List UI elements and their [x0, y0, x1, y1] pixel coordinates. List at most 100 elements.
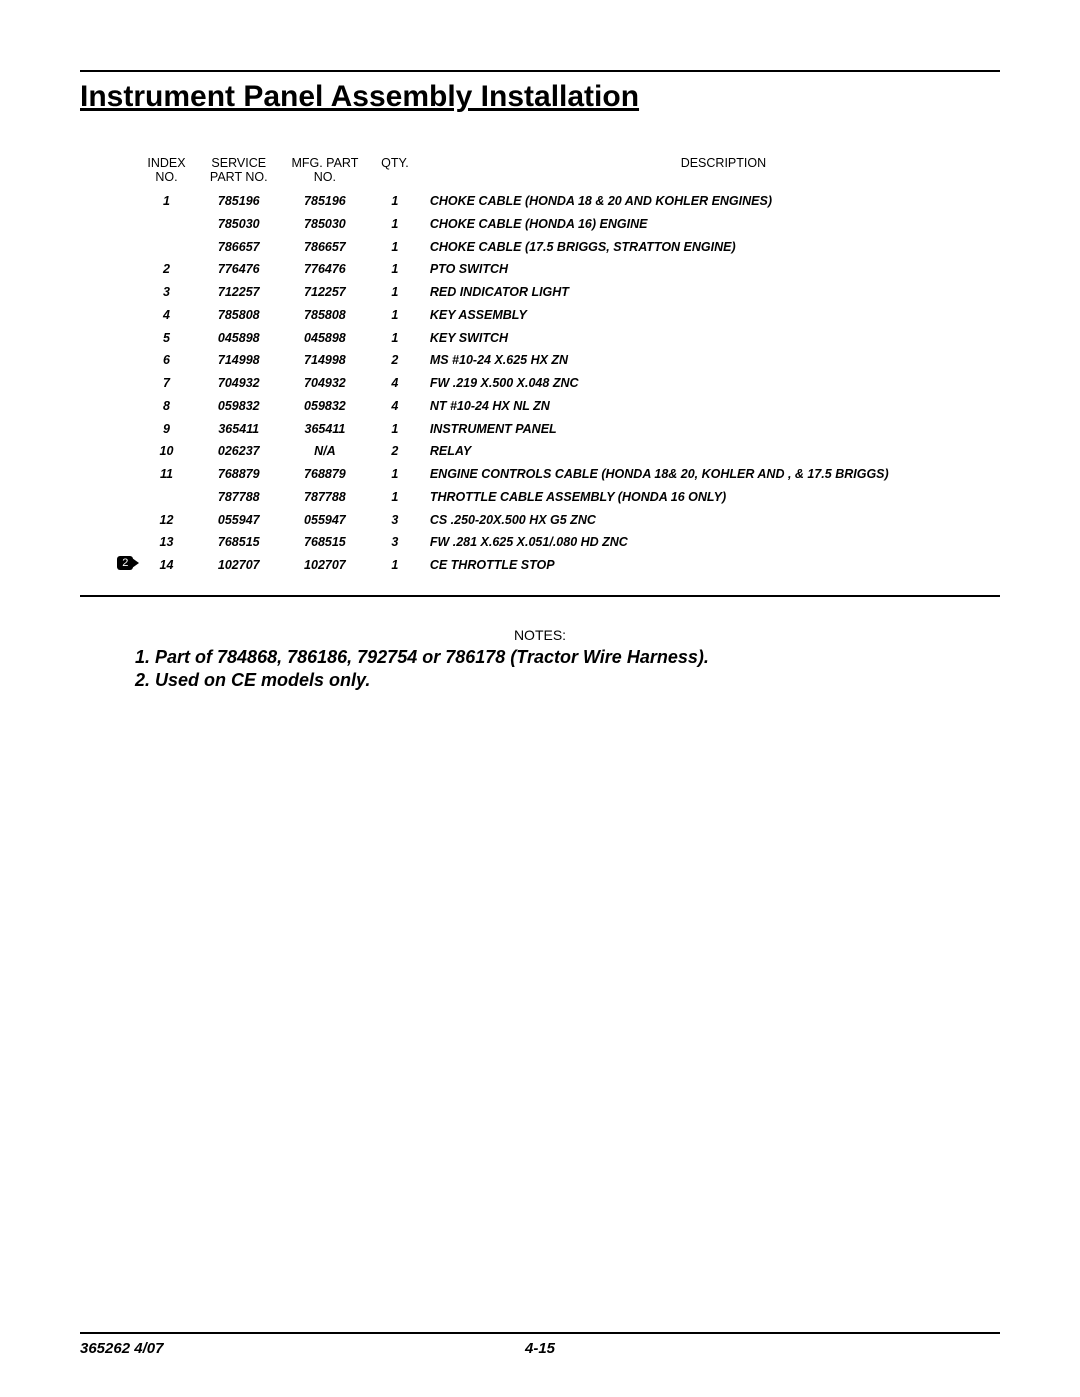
- header-index-line1: INDEX: [147, 156, 185, 170]
- cell-service: 704932: [196, 372, 282, 395]
- noteref-cell: [105, 372, 137, 395]
- cell-mfg: 059832: [282, 395, 368, 418]
- cell-desc: INSTRUMENT PANEL: [422, 418, 1025, 441]
- cell-qty: 2: [368, 440, 422, 463]
- note-ref-number: 2: [117, 556, 133, 570]
- cell-desc: MS #10-24 X.625 HX ZN: [422, 349, 1025, 372]
- cell-desc: RELAY: [422, 440, 1025, 463]
- cell-qty: 1: [368, 327, 422, 350]
- cell-mfg: 786657: [282, 236, 368, 259]
- cell-desc: KEY SWITCH: [422, 327, 1025, 350]
- cell-qty: 4: [368, 372, 422, 395]
- noteref-cell: [105, 190, 137, 213]
- cell-desc: RED INDICATOR LIGHT: [422, 281, 1025, 304]
- table-row: 137685157685153FW .281 X.625 X.051/.080 …: [105, 531, 1025, 554]
- noteref-cell: [105, 486, 137, 509]
- cell-service: 768515: [196, 531, 282, 554]
- table-row: 7877887877881THROTTLE CABLE ASSEMBLY (HO…: [105, 486, 1025, 509]
- noteref-cell: [105, 463, 137, 486]
- cell-index: [137, 213, 195, 236]
- cell-qty: 1: [368, 554, 422, 577]
- cell-index: 8: [137, 395, 195, 418]
- cell-index: 1: [137, 190, 195, 213]
- cell-desc: FW .281 X.625 X.051/.080 HD ZNC: [422, 531, 1025, 554]
- noteref-cell: [105, 440, 137, 463]
- noteref-cell: [105, 213, 137, 236]
- cell-index: [137, 236, 195, 259]
- cell-qty: 1: [368, 213, 422, 236]
- noteref-cell: [105, 395, 137, 418]
- header-service-line2: PART NO.: [210, 170, 268, 184]
- noteref-cell: [105, 349, 137, 372]
- note-ref-badge: 2: [117, 556, 139, 570]
- cell-qty: 1: [368, 486, 422, 509]
- cell-mfg: 785808: [282, 304, 368, 327]
- col-index-header: INDEX NO.: [137, 154, 195, 190]
- cell-qty: 4: [368, 395, 422, 418]
- table-row: 37122577122571RED INDICATOR LIGHT: [105, 281, 1025, 304]
- cell-service: 712257: [196, 281, 282, 304]
- cell-index: 9: [137, 418, 195, 441]
- cell-service: 714998: [196, 349, 282, 372]
- col-qty-header: QTY.: [368, 154, 422, 190]
- cell-desc: KEY ASSEMBLY: [422, 304, 1025, 327]
- table-row: 67149987149982MS #10-24 X.625 HX ZN: [105, 349, 1025, 372]
- table-row: 80598320598324NT #10-24 HX NL ZN: [105, 395, 1025, 418]
- header-index-line2: NO.: [155, 170, 177, 184]
- table-row: 47858087858081KEY ASSEMBLY: [105, 304, 1025, 327]
- mid-rule: [80, 595, 1000, 597]
- cell-index: 12: [137, 509, 195, 532]
- cell-service: 045898: [196, 327, 282, 350]
- cell-index: 2: [137, 258, 195, 281]
- cell-mfg: 787788: [282, 486, 368, 509]
- cell-mfg: 055947: [282, 509, 368, 532]
- cell-service: 059832: [196, 395, 282, 418]
- cell-qty: 3: [368, 531, 422, 554]
- cell-qty: 1: [368, 236, 422, 259]
- cell-index: 6: [137, 349, 195, 372]
- cell-index: 7: [137, 372, 195, 395]
- cell-index: 5: [137, 327, 195, 350]
- cell-mfg: 365411: [282, 418, 368, 441]
- cell-desc: CHOKE CABLE (HONDA 18 & 20 AND KOHLER EN…: [422, 190, 1025, 213]
- table-row: 117688797688791ENGINE CONTROLS CABLE (HO…: [105, 463, 1025, 486]
- cell-desc: CHOKE CABLE (HONDA 16) ENGINE: [422, 213, 1025, 236]
- footer-rule: [80, 1332, 1000, 1334]
- cell-desc: ENGINE CONTROLS CABLE (HONDA 18& 20, KOH…: [422, 463, 1025, 486]
- table-row: 2141027071027071CE THROTTLE STOP: [105, 554, 1025, 577]
- cell-mfg: 704932: [282, 372, 368, 395]
- notes-list: 1. Part of 784868, 786186, 792754 or 786…: [80, 647, 1000, 691]
- note-ref-arrow-icon: [132, 558, 139, 568]
- noteref-cell: [105, 418, 137, 441]
- table-row: 10026237N/A2RELAY: [105, 440, 1025, 463]
- top-rule: [80, 70, 1000, 72]
- table-row: 17851967851961CHOKE CABLE (HONDA 18 & 20…: [105, 190, 1025, 213]
- cell-service: 785196: [196, 190, 282, 213]
- cell-index: 4: [137, 304, 195, 327]
- col-noteref: [105, 154, 137, 190]
- noteref-cell: [105, 258, 137, 281]
- cell-index: [137, 486, 195, 509]
- noteref-cell: [105, 281, 137, 304]
- parts-table: INDEX NO. SERVICE PART NO. MFG. PART NO.…: [105, 154, 1025, 577]
- cell-desc: PTO SWITCH: [422, 258, 1025, 281]
- table-row: 7866577866571CHOKE CABLE (17.5 BRIGGS, S…: [105, 236, 1025, 259]
- cell-mfg: 768515: [282, 531, 368, 554]
- col-service-header: SERVICE PART NO.: [196, 154, 282, 190]
- cell-mfg: 712257: [282, 281, 368, 304]
- cell-qty: 1: [368, 418, 422, 441]
- cell-index: 10: [137, 440, 195, 463]
- cell-service: 786657: [196, 236, 282, 259]
- page-footer: 365262 4/07 4-15: [80, 1332, 1000, 1357]
- header-service-line1: SERVICE: [211, 156, 266, 170]
- table-row: 93654113654111INSTRUMENT PANEL: [105, 418, 1025, 441]
- footer-left: 365262 4/07: [80, 1340, 163, 1357]
- cell-mfg: N/A: [282, 440, 368, 463]
- cell-service: 787788: [196, 486, 282, 509]
- noteref-cell: [105, 304, 137, 327]
- table-header-row: INDEX NO. SERVICE PART NO. MFG. PART NO.…: [105, 154, 1025, 190]
- cell-desc: CE THROTTLE STOP: [422, 554, 1025, 577]
- cell-mfg: 785030: [282, 213, 368, 236]
- notes-heading: NOTES:: [80, 627, 1000, 643]
- cell-service: 776476: [196, 258, 282, 281]
